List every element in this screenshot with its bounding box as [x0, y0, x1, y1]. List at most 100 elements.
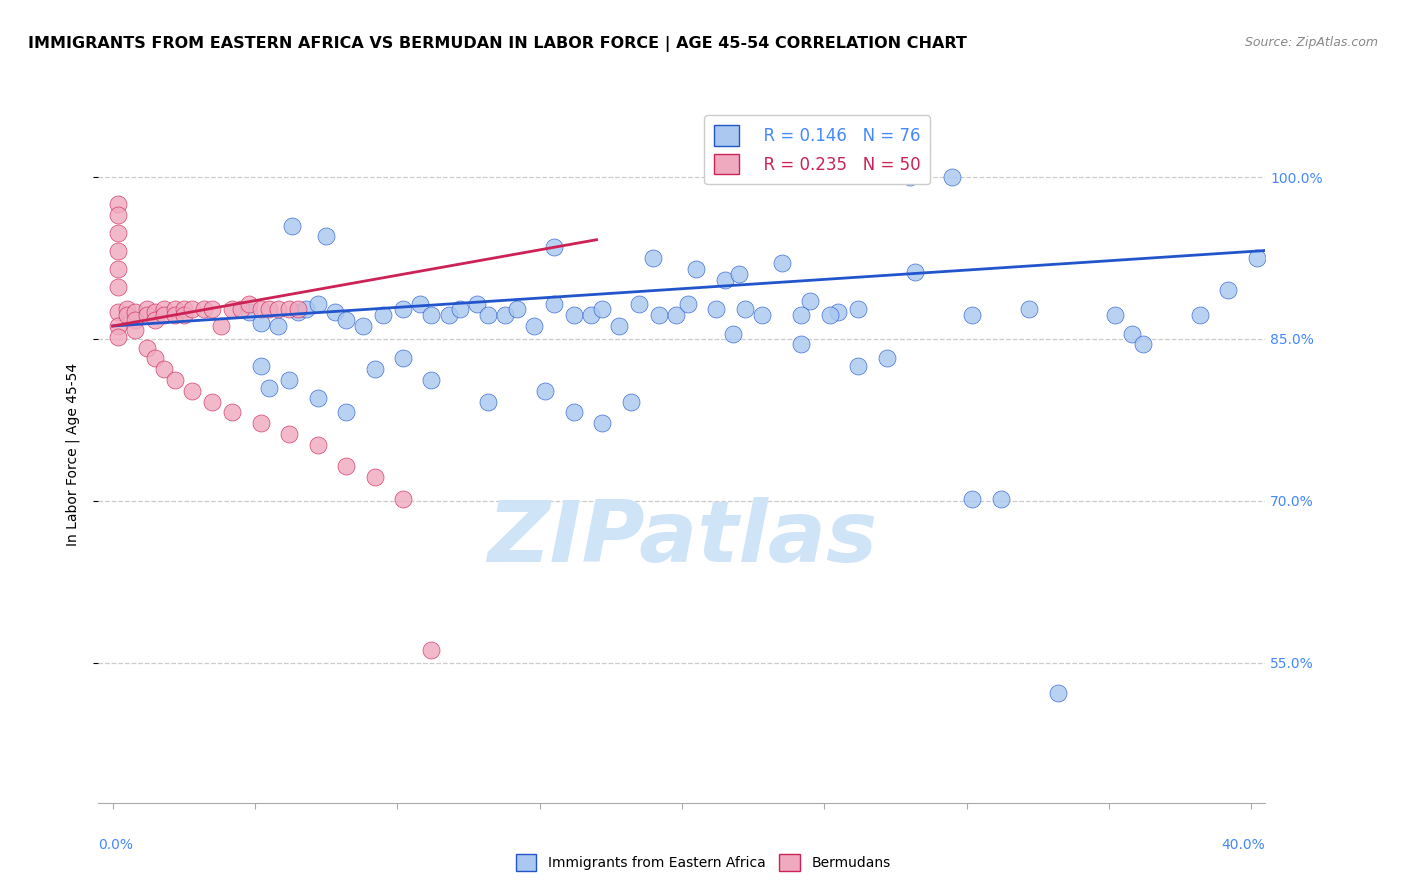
- Point: [579, 308, 602, 322]
- Point: [363, 362, 385, 376]
- Legend:   R = 0.146   N = 76,   R = 0.235   N = 50: R = 0.146 N = 76, R = 0.235 N = 50: [704, 115, 931, 185]
- Point: [790, 337, 813, 351]
- Point: [107, 280, 129, 294]
- Point: [107, 318, 129, 333]
- Point: [409, 297, 432, 311]
- Point: [173, 308, 195, 322]
- Point: [620, 394, 643, 409]
- Point: [628, 297, 651, 311]
- Point: [124, 312, 146, 326]
- Point: [607, 318, 630, 333]
- Point: [506, 301, 529, 316]
- Point: [135, 308, 157, 322]
- Text: 0.0%: 0.0%: [98, 838, 134, 853]
- Point: [1132, 337, 1154, 351]
- Legend: Immigrants from Eastern Africa, Bermudans: Immigrants from Eastern Africa, Bermudan…: [510, 848, 896, 876]
- Point: [323, 305, 346, 319]
- Point: [420, 308, 443, 322]
- Point: [249, 301, 271, 316]
- Point: [165, 373, 187, 387]
- Text: IMMIGRANTS FROM EASTERN AFRICA VS BERMUDAN IN LABOR FORCE | AGE 45-54 CORRELATIO: IMMIGRANTS FROM EASTERN AFRICA VS BERMUD…: [28, 36, 967, 52]
- Point: [287, 301, 309, 316]
- Point: [135, 301, 157, 316]
- Point: [392, 301, 415, 316]
- Point: [249, 359, 271, 373]
- Point: [352, 318, 374, 333]
- Point: [437, 308, 460, 322]
- Point: [153, 362, 176, 376]
- Point: [115, 308, 138, 322]
- Point: [818, 308, 841, 322]
- Point: [209, 318, 232, 333]
- Point: [848, 359, 870, 373]
- Point: [960, 491, 983, 506]
- Point: [201, 301, 224, 316]
- Text: ZIPatlas: ZIPatlas: [486, 497, 877, 580]
- Point: [335, 405, 357, 419]
- Point: [591, 301, 613, 316]
- Point: [643, 251, 665, 265]
- Point: [392, 491, 415, 506]
- Point: [238, 297, 260, 311]
- Point: [449, 301, 471, 316]
- Point: [153, 308, 176, 322]
- Point: [960, 308, 983, 322]
- Point: [562, 308, 585, 322]
- Point: [278, 373, 301, 387]
- Point: [229, 301, 252, 316]
- Point: [904, 265, 927, 279]
- Point: [143, 351, 166, 366]
- Point: [420, 373, 443, 387]
- Point: [257, 380, 280, 394]
- Point: [876, 351, 898, 366]
- Point: [665, 308, 688, 322]
- Point: [287, 305, 309, 319]
- Point: [193, 301, 215, 316]
- Point: [153, 301, 176, 316]
- Point: [1018, 301, 1040, 316]
- Point: [181, 301, 204, 316]
- Point: [371, 308, 394, 322]
- Point: [790, 308, 813, 322]
- Point: [676, 297, 699, 311]
- Point: [543, 240, 565, 254]
- Point: [107, 226, 129, 240]
- Point: [281, 219, 304, 233]
- Point: [201, 394, 224, 409]
- Point: [523, 318, 546, 333]
- Point: [221, 405, 243, 419]
- Point: [591, 416, 613, 430]
- Point: [107, 305, 129, 319]
- Point: [770, 256, 793, 270]
- Point: [1104, 308, 1126, 322]
- Point: [335, 459, 357, 474]
- Point: [751, 308, 773, 322]
- Point: [465, 297, 488, 311]
- Point: [799, 294, 821, 309]
- Point: [848, 301, 870, 316]
- Point: [315, 229, 337, 244]
- Text: 40.0%: 40.0%: [1222, 838, 1265, 853]
- Point: [1046, 686, 1069, 700]
- Point: [1246, 251, 1268, 265]
- Point: [221, 301, 243, 316]
- Point: [941, 170, 963, 185]
- Point: [363, 470, 385, 484]
- Point: [267, 301, 290, 316]
- Point: [143, 312, 166, 326]
- Point: [704, 301, 727, 316]
- Point: [648, 308, 671, 322]
- Point: [238, 305, 260, 319]
- Point: [107, 197, 129, 211]
- Point: [124, 323, 146, 337]
- Point: [307, 438, 329, 452]
- Y-axis label: In Labor Force | Age 45-54: In Labor Force | Age 45-54: [66, 363, 80, 547]
- Point: [124, 305, 146, 319]
- Point: [494, 308, 516, 322]
- Point: [173, 301, 195, 316]
- Point: [307, 392, 329, 406]
- Point: [898, 170, 921, 185]
- Point: [107, 261, 129, 276]
- Point: [267, 318, 290, 333]
- Point: [278, 301, 301, 316]
